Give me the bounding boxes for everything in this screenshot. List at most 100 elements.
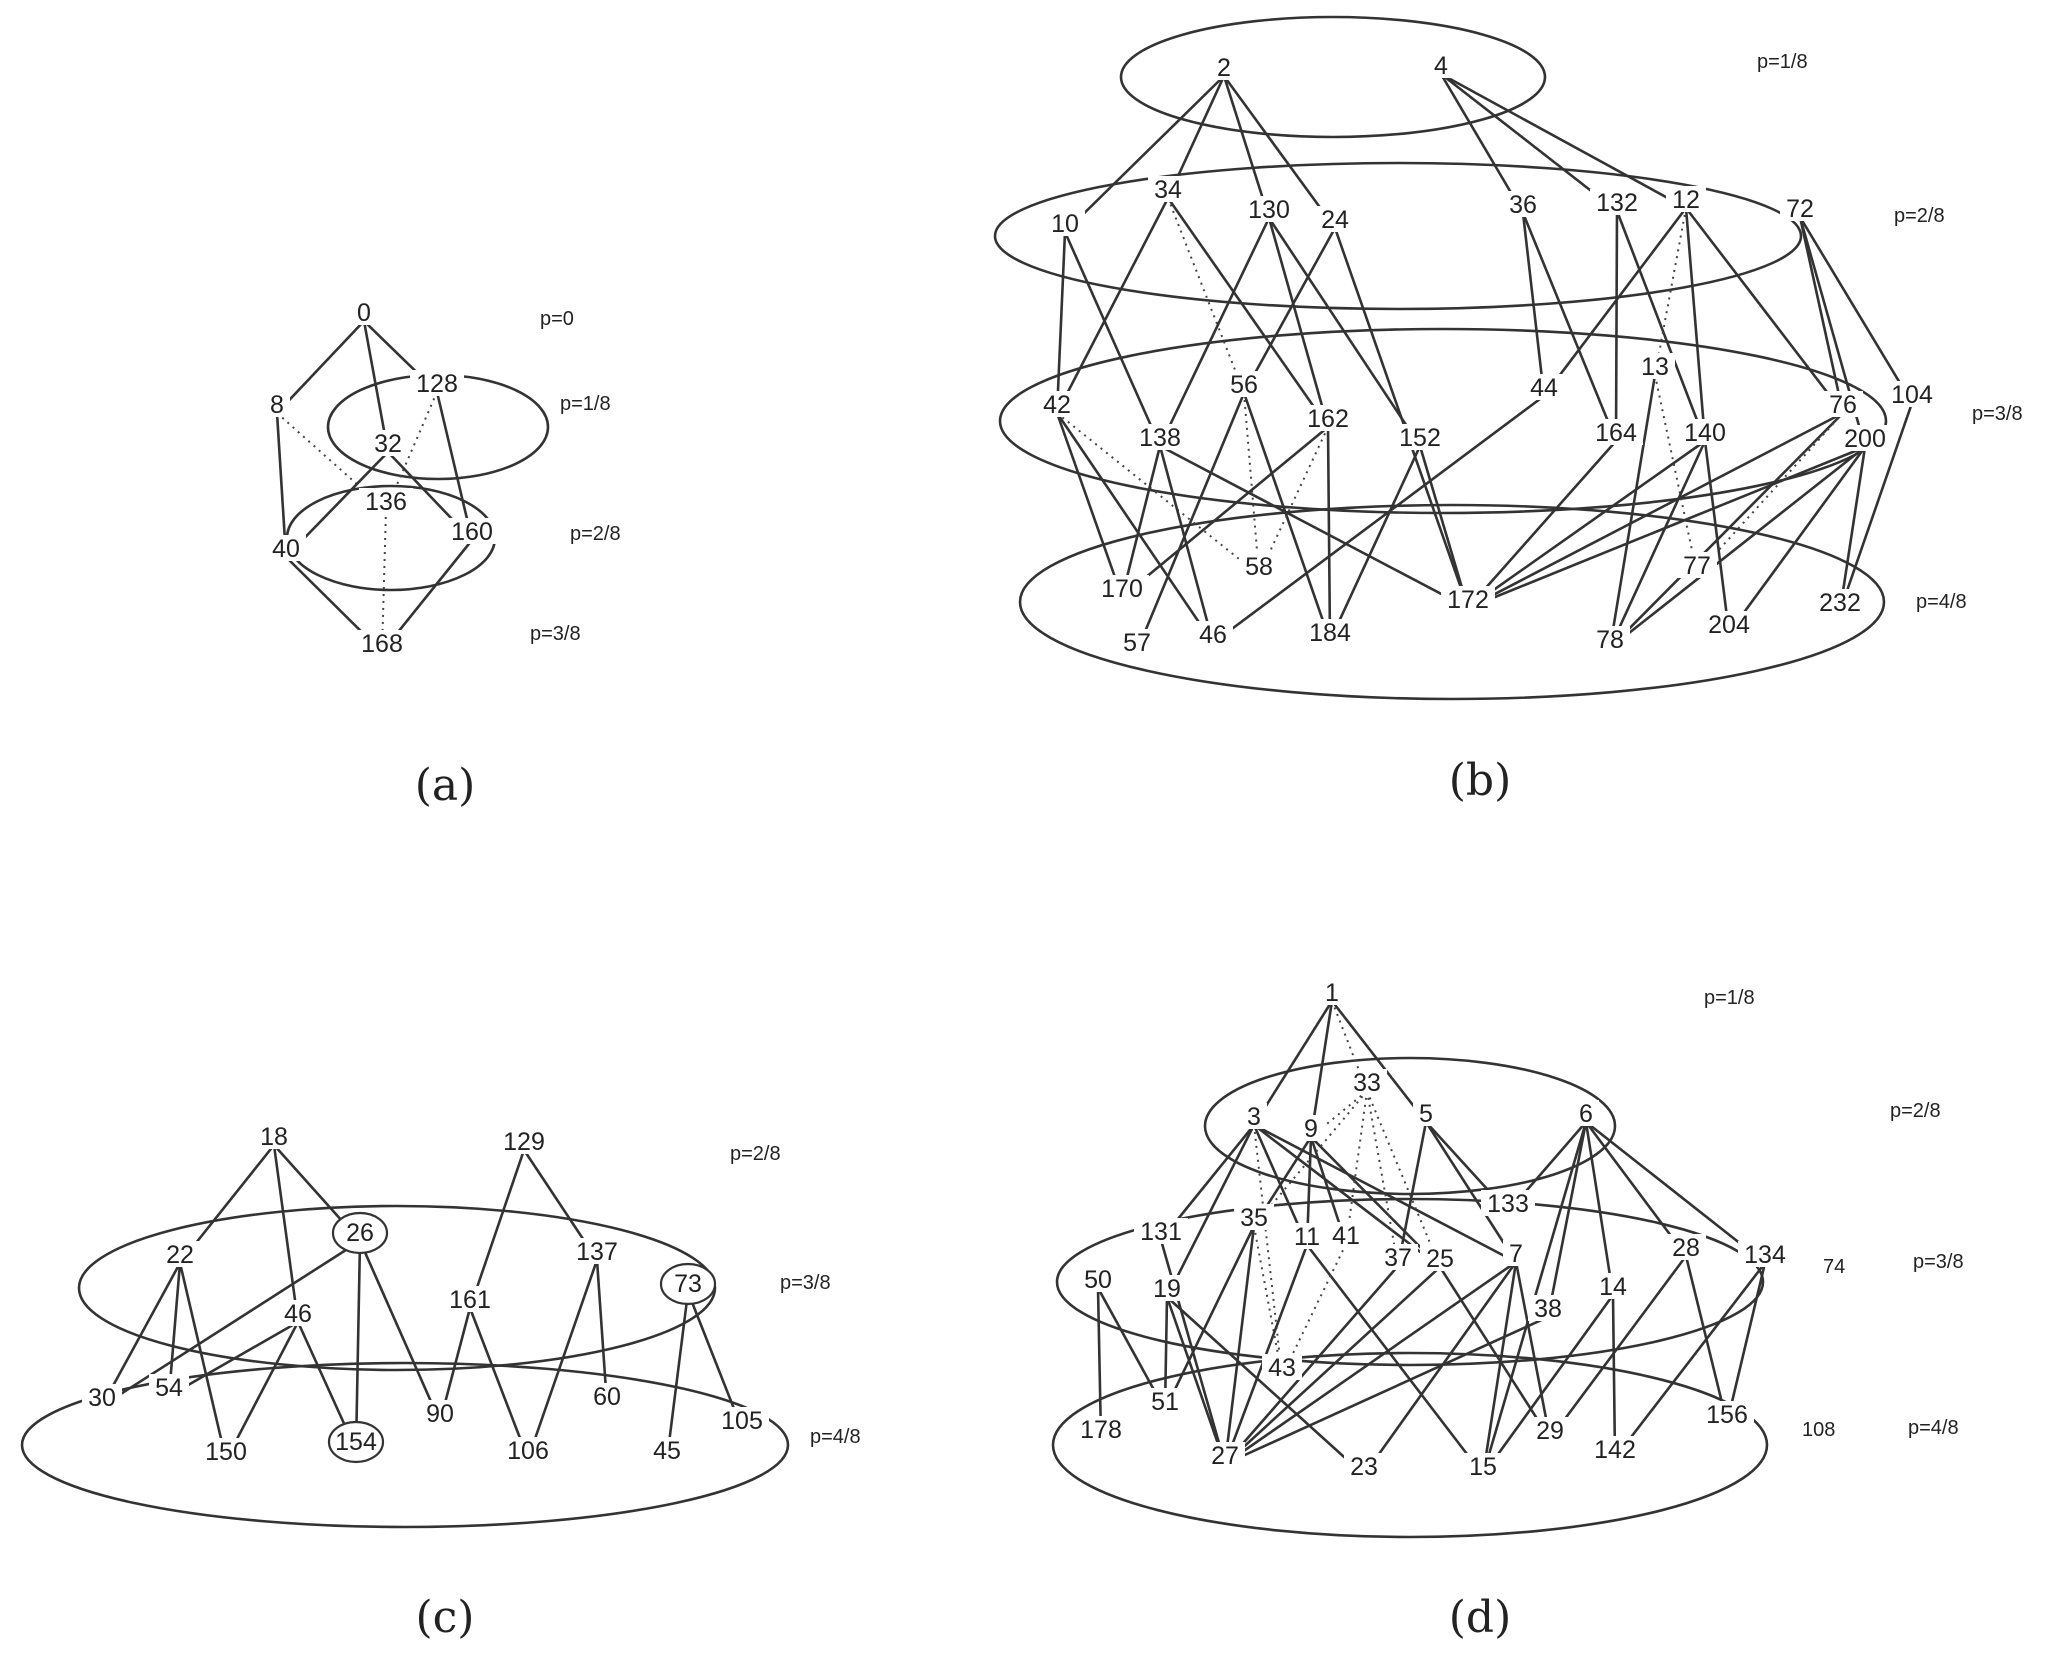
edge-b-130-162 bbox=[1267, 217, 1330, 428]
node-bg-c-45 bbox=[647, 1437, 687, 1463]
node-bg-a-0 bbox=[351, 299, 377, 325]
edge-c-18-46 bbox=[272, 1144, 300, 1323]
edge-b-72-104 bbox=[1798, 216, 1914, 404]
edge-d-35-51 bbox=[1163, 1225, 1256, 1411]
edge-c-26-90 bbox=[358, 1240, 442, 1423]
node-bg-d-178 bbox=[1074, 1416, 1128, 1442]
node-d-37: 37 bbox=[1384, 1244, 1412, 1272]
edge-d-25-27 bbox=[1224, 1266, 1441, 1465]
edge-c-161-106 bbox=[468, 1307, 530, 1460]
node-d-11: 11 bbox=[1294, 1223, 1320, 1251]
node-c-105: 105 bbox=[721, 1407, 763, 1435]
node-d-27: 27 bbox=[1211, 1442, 1239, 1470]
node-d-14: 14 bbox=[1599, 1273, 1627, 1301]
node-bg-c-22 bbox=[160, 1241, 200, 1267]
node-bg-d-1 bbox=[1319, 979, 1345, 1005]
node-bg-b-2 bbox=[1211, 54, 1237, 80]
node-d-28: 28 bbox=[1672, 1234, 1700, 1262]
node-b-130: 130 bbox=[1248, 196, 1290, 224]
node-bg-b-34 bbox=[1148, 176, 1188, 202]
node-bg-c-137 bbox=[570, 1238, 624, 1264]
node-b-24: 24 bbox=[1321, 206, 1349, 234]
node-a-160: 160 bbox=[451, 518, 493, 546]
edge-b-10-138 bbox=[1063, 231, 1162, 447]
edge-b-200-204 bbox=[1727, 446, 1867, 634]
node-b-72: 72 bbox=[1786, 195, 1814, 223]
node-b-4: 4 bbox=[1434, 52, 1448, 80]
node-c-129: 129 bbox=[503, 1128, 545, 1156]
node-c-137: 137 bbox=[576, 1238, 618, 1266]
level-label-b-2: p=3/8 bbox=[1972, 403, 2023, 425]
node-bg-b-162 bbox=[1301, 405, 1355, 431]
edge-b-13-77 bbox=[1654, 374, 1698, 575]
level-label-d-0: p=1/8 bbox=[1704, 987, 1755, 1009]
node-a-8: 8 bbox=[270, 391, 284, 419]
edge-d-7-27 bbox=[1224, 1260, 1517, 1466]
node-bg-d-37 bbox=[1378, 1244, 1418, 1270]
node-c-54: 54 bbox=[155, 1374, 183, 1402]
node-bg-d-51 bbox=[1145, 1388, 1185, 1414]
node-bg-d-11 bbox=[1287, 1223, 1327, 1249]
node-c-161: 161 bbox=[449, 1286, 491, 1314]
node-b-170: 170 bbox=[1101, 575, 1143, 603]
node-b-184: 184 bbox=[1309, 619, 1351, 647]
edge-d-35-27 bbox=[1223, 1225, 1256, 1465]
node-b-10: 10 bbox=[1051, 210, 1079, 238]
edge-b-44-46 bbox=[1212, 394, 1545, 645]
node-b-13: 13 bbox=[1641, 353, 1669, 381]
edge-b-42-58 bbox=[1056, 412, 1260, 576]
node-a-168: 168 bbox=[361, 630, 403, 658]
panel-a: 0 8 128 32 136 40 160 168 p=0 p=1/8 p=2/8 p=3/8 (a) bbox=[264, 299, 621, 811]
node-bg-c-90 bbox=[420, 1400, 460, 1426]
edge-d-33-41 bbox=[1345, 1090, 1368, 1245]
node-b-162: 162 bbox=[1307, 405, 1349, 433]
node-b-76: 76 bbox=[1829, 391, 1857, 419]
node-bg-d-3 bbox=[1241, 1103, 1267, 1129]
node-bg-b-232 bbox=[1813, 589, 1867, 615]
node-bg-b-12 bbox=[1666, 186, 1706, 212]
node-c-46: 46 bbox=[284, 1300, 312, 1328]
node-bg-d-29 bbox=[1530, 1417, 1570, 1443]
node-bg-b-36 bbox=[1503, 191, 1543, 217]
node-b-36: 36 bbox=[1509, 191, 1537, 219]
node-bg-b-132 bbox=[1590, 189, 1644, 215]
edge-c-26-30 bbox=[101, 1239, 361, 1408]
edge-b-130-138 bbox=[1158, 217, 1271, 447]
panel-caption-a: (a) bbox=[415, 760, 476, 811]
node-bg-b-13 bbox=[1635, 353, 1675, 379]
edge-c-73-45 bbox=[665, 1291, 690, 1460]
edge-b-140-204 bbox=[1703, 440, 1731, 634]
node-bg-c-106 bbox=[501, 1437, 555, 1463]
node-bg-c-129 bbox=[497, 1128, 551, 1154]
node-bg-d-38 bbox=[1528, 1295, 1568, 1321]
node-bg-a-128 bbox=[410, 370, 464, 396]
node-c-90: 90 bbox=[426, 1400, 454, 1428]
level-label-d-1: p=2/8 bbox=[1890, 1100, 1941, 1122]
node-d-9: 9 bbox=[1304, 1115, 1318, 1143]
node-b-58: 58 bbox=[1245, 553, 1273, 581]
node-bg-b-57 bbox=[1117, 629, 1157, 655]
node-d-131: 131 bbox=[1140, 1218, 1182, 1246]
edge-d-7-23 bbox=[1362, 1261, 1518, 1476]
node-b-77: 77 bbox=[1683, 552, 1711, 580]
edge-d-1-9 bbox=[1309, 1000, 1334, 1138]
node-bg-a-160 bbox=[445, 518, 499, 544]
edge-d-6-14 bbox=[1584, 1121, 1615, 1296]
edge-d-35-43 bbox=[1253, 1225, 1283, 1377]
node-b-56: 56 bbox=[1230, 371, 1258, 399]
node-bg-b-58 bbox=[1239, 553, 1279, 579]
edge-d-3-25 bbox=[1253, 1123, 1441, 1269]
edge-c-22-150 bbox=[178, 1262, 228, 1461]
edge-b-4-132 bbox=[1440, 72, 1618, 213]
node-bg-b-24 bbox=[1315, 206, 1355, 232]
node-b-204: 204 bbox=[1708, 611, 1750, 639]
node-bg-d-142 bbox=[1588, 1436, 1642, 1462]
edge-d-134-142 bbox=[1613, 1262, 1767, 1459]
node-a-40: 40 bbox=[272, 535, 300, 563]
edge-d-33-35 bbox=[1253, 1090, 1368, 1227]
node-b-200: 200 bbox=[1844, 425, 1886, 453]
node-bg-d-156 bbox=[1700, 1401, 1754, 1427]
edge-b-24-172 bbox=[1333, 227, 1470, 609]
panel-caption-d: (d) bbox=[1449, 1592, 1512, 1643]
